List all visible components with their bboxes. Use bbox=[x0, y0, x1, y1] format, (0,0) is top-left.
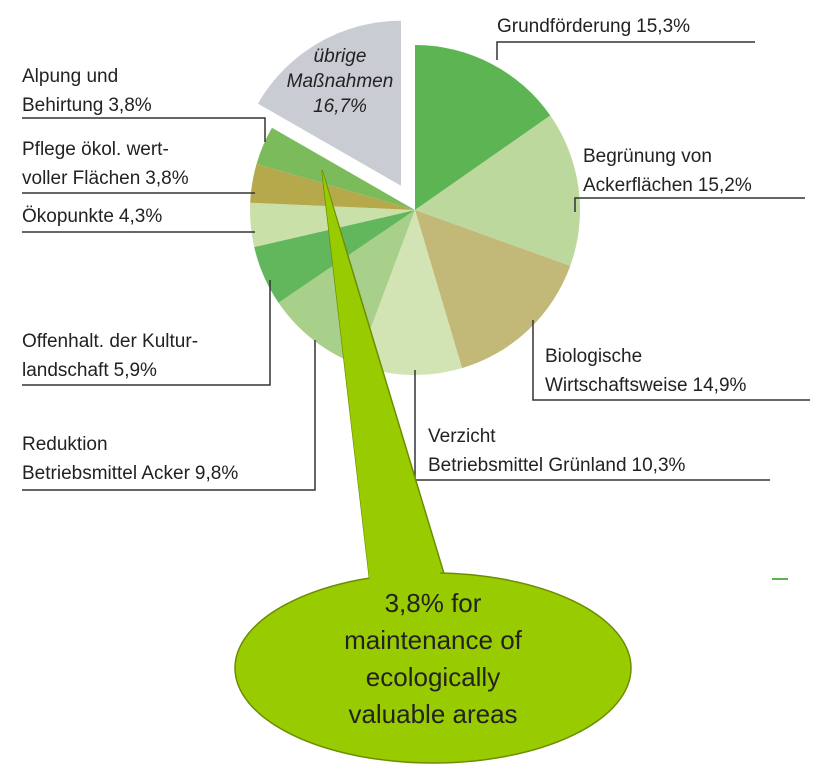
category-label: Biologische bbox=[545, 346, 642, 367]
pie-slice bbox=[415, 115, 580, 266]
leader-line bbox=[22, 117, 266, 142]
slice-label: Reduktion bbox=[22, 434, 108, 455]
category-label: Maßnahmen bbox=[287, 71, 394, 92]
leader-line bbox=[574, 197, 805, 212]
slice-label: landschaft 5,9% bbox=[22, 360, 157, 381]
category-label: Begrünung von bbox=[583, 146, 712, 167]
slice-label: Behirtung 3,8% bbox=[22, 95, 152, 116]
value-label: 14,9% bbox=[693, 375, 747, 396]
category-label: Reduktion bbox=[22, 434, 108, 455]
value-label: 15,2% bbox=[698, 175, 752, 196]
slice-label: Verzicht bbox=[428, 426, 496, 447]
pie-slice bbox=[257, 20, 401, 186]
value-label: 9,8% bbox=[195, 463, 238, 484]
value-label: 15,3% bbox=[636, 16, 690, 37]
value-label: 3,8% bbox=[108, 95, 151, 116]
category-label: Verzicht bbox=[428, 426, 496, 447]
pie-slice bbox=[357, 210, 463, 376]
leader-line bbox=[22, 280, 271, 386]
category-label: Ackerflächen bbox=[583, 175, 693, 196]
value-label: 4,3% bbox=[119, 206, 162, 227]
value-label: 10,3% bbox=[632, 455, 686, 476]
slice-label: Biologische bbox=[545, 346, 642, 367]
annotation: maintenance of bbox=[344, 625, 523, 655]
slice-label: Pflege ökol. wert- bbox=[22, 139, 169, 160]
category-label: Behirtung bbox=[22, 95, 103, 116]
slice-label: Alpung und bbox=[22, 66, 118, 87]
leader-line bbox=[532, 320, 810, 401]
value-label: 3,8% bbox=[145, 168, 188, 189]
pie-slice bbox=[256, 127, 415, 210]
pie-slice bbox=[250, 163, 415, 210]
value-label: 16,7% bbox=[313, 96, 367, 117]
value-label: 5,9% bbox=[114, 360, 157, 381]
slice-label: Betriebsmittel Acker 9,8% bbox=[22, 463, 238, 484]
slice-label: Ökopunkte 4,3% bbox=[22, 206, 162, 227]
category-label: Alpung und bbox=[22, 66, 118, 87]
category-label: Offenhalt. der Kultur- bbox=[22, 331, 198, 352]
category-label: Ökopunkte bbox=[22, 206, 114, 227]
slice-label: Begrünung von bbox=[583, 146, 712, 167]
slice-label: Grundförderung 15,3% bbox=[497, 16, 690, 37]
slice-label: übrige bbox=[314, 46, 367, 67]
slice-label: voller Flächen 3,8% bbox=[22, 168, 189, 189]
slice-label: Maßnahmen bbox=[287, 71, 394, 92]
category-label: Betriebsmittel Grünland bbox=[428, 455, 627, 476]
slice-label: Betriebsmittel Grünland 10,3% bbox=[428, 455, 686, 476]
pie-slice bbox=[415, 45, 551, 210]
pie-slice bbox=[415, 210, 571, 369]
category-label: übrige bbox=[314, 46, 367, 67]
category-label: Wirtschaftsweise bbox=[545, 375, 688, 396]
callout-pointer-fill bbox=[322, 170, 451, 610]
category-label: voller Flächen bbox=[22, 168, 140, 189]
category-label: Grundförderung bbox=[497, 16, 631, 37]
annotation: 3,8% for bbox=[385, 588, 482, 618]
category-label: Pflege ökol. wert- bbox=[22, 139, 169, 160]
leader-line bbox=[22, 340, 316, 491]
slice-label: Wirtschaftsweise 14,9% bbox=[545, 375, 747, 396]
slice-label: Offenhalt. der Kultur- bbox=[22, 331, 198, 352]
slice-label: Ackerflächen 15,2% bbox=[583, 175, 752, 196]
annotation: ecologically bbox=[366, 662, 500, 692]
leader-line bbox=[496, 41, 755, 60]
category-label: landschaft bbox=[22, 360, 109, 381]
category-label: Betriebsmittel Acker bbox=[22, 463, 191, 484]
annotation: valuable areas bbox=[348, 699, 517, 729]
